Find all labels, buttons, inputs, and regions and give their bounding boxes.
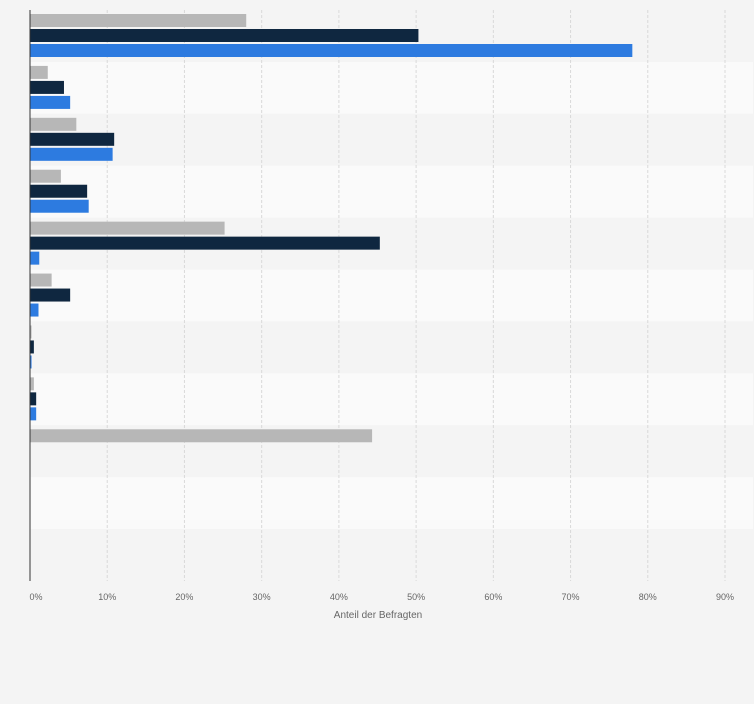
x-tick-label: 20% (175, 592, 193, 602)
row-band (30, 113, 753, 166)
bar (30, 407, 37, 421)
bar (30, 340, 34, 354)
bar (30, 44, 633, 57)
row-band (30, 529, 753, 581)
bar (30, 95, 71, 109)
x-tick-label: 70% (562, 592, 580, 602)
bar (30, 65, 48, 79)
bar (30, 147, 113, 161)
bar (30, 429, 373, 443)
bar (30, 29, 419, 42)
gridlines (106, 10, 726, 581)
bar (30, 273, 52, 287)
row-band (30, 477, 753, 530)
bar (30, 132, 115, 146)
row-band (30, 165, 753, 218)
bar (30, 377, 34, 391)
x-tick-label: 50% (407, 592, 425, 602)
x-tick-label: 80% (639, 592, 657, 602)
bar (30, 303, 39, 317)
x-tick-labels: 0% 10% 20% 30% 40% 50% 60% 70% 80% 90% (29, 592, 734, 602)
row-band (30, 61, 753, 114)
x-tick-label: 90% (716, 592, 734, 602)
bar (30, 169, 61, 183)
x-tick-label: 10% (98, 592, 116, 602)
bar (30, 236, 380, 250)
bar (30, 80, 64, 94)
bar (30, 325, 32, 339)
x-tick-label: 0% (29, 592, 42, 602)
bars (30, 14, 633, 443)
x-tick-label: 30% (253, 592, 271, 602)
bar (30, 355, 32, 369)
row-band (30, 321, 753, 374)
bar (30, 184, 88, 198)
row-band (30, 269, 753, 322)
x-axis-label: Anteil der Befragten (334, 610, 422, 621)
bar (30, 14, 247, 27)
bar (30, 221, 225, 235)
bar (30, 117, 77, 131)
x-tick-label: 40% (330, 592, 348, 602)
bar (30, 251, 40, 265)
bar (30, 199, 89, 213)
x-tick-label: 60% (484, 592, 502, 602)
row-bands (30, 10, 753, 581)
row-band (30, 373, 753, 426)
bar (30, 392, 37, 406)
bar (30, 288, 71, 302)
